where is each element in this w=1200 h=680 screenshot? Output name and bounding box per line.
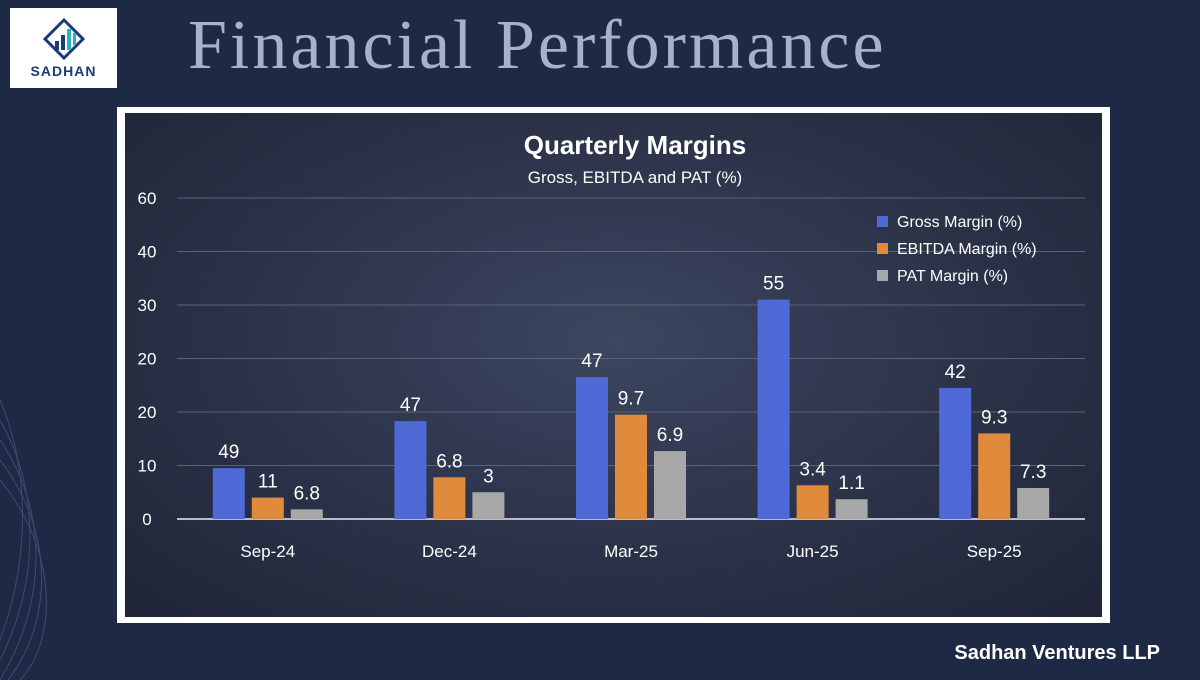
- y-tick-label: 30: [138, 296, 157, 315]
- bar-data-label: 55: [763, 274, 784, 295]
- bar: [394, 421, 427, 519]
- bar: [212, 468, 245, 519]
- bar: [576, 377, 608, 519]
- bar-data-label: 6.9: [657, 425, 683, 446]
- chart-area: Quarterly Margins Gross, EBITDA and PAT …: [125, 113, 1102, 617]
- bar-data-label: 49: [218, 442, 239, 463]
- bar-data-label: 1.1: [838, 473, 864, 494]
- chart-title: Quarterly Margins: [524, 130, 747, 160]
- bar: [835, 499, 868, 519]
- bar: [757, 299, 790, 519]
- footer-company: Sadhan Ventures LLP: [954, 642, 1160, 664]
- bar: [472, 492, 505, 519]
- bar-data-label: 3: [483, 466, 494, 487]
- x-tick-label: Sep-24: [240, 542, 295, 561]
- y-tick-label: 60: [138, 189, 157, 208]
- y-tick-label: 40: [138, 243, 157, 262]
- bar: [1017, 487, 1050, 519]
- bar: [654, 451, 686, 519]
- bar-data-label: 47: [581, 351, 602, 372]
- bar: [433, 477, 466, 519]
- decorative-waves: [0, 399, 47, 680]
- legend-swatch: [877, 270, 888, 281]
- bar-data-label: 11: [258, 472, 278, 493]
- bar: [290, 509, 323, 519]
- y-tick-label: 0: [142, 510, 151, 529]
- bar-data-label: 6.8: [436, 451, 462, 472]
- legend-label: Gross Margin (%): [897, 214, 1022, 231]
- x-tick-label: Dec-24: [422, 542, 477, 561]
- chart-frame: Quarterly Margins Gross, EBITDA and PAT …: [117, 107, 1110, 623]
- logo-chart-icon: [42, 17, 85, 61]
- bar-data-label: 6.8: [294, 483, 320, 504]
- bar-data-label: 3.4: [799, 459, 826, 480]
- bar-data-label: 42: [945, 362, 966, 383]
- bar: [939, 387, 972, 519]
- y-tick-label: 10: [138, 457, 157, 476]
- bar: [978, 433, 1011, 519]
- bar-data-label: 9.7: [618, 389, 644, 410]
- legend-label: PAT Margin (%): [897, 268, 1008, 285]
- chart-subtitle: Gross, EBITDA and PAT (%): [528, 168, 742, 187]
- y-tick-label: 20: [138, 403, 157, 422]
- legend-swatch: [877, 243, 888, 254]
- legend-swatch: [877, 216, 888, 227]
- bar-data-label: 47: [400, 395, 421, 416]
- bar: [251, 497, 284, 519]
- bar: [615, 414, 647, 519]
- company-logo: SADHAN: [10, 8, 117, 88]
- logo-text: SADHAN: [30, 63, 97, 79]
- y-tick-label: 20: [138, 350, 157, 369]
- bar-data-label: 9.3: [981, 407, 1007, 428]
- margins-chart: Quarterly Margins Gross, EBITDA and PAT …: [138, 130, 1085, 561]
- x-tick-label: Jun-25: [787, 542, 839, 561]
- x-tick-label: Mar-25: [604, 542, 658, 561]
- x-tick-label: Sep-25: [967, 542, 1022, 561]
- bar-data-label: 7.3: [1020, 462, 1046, 483]
- page-title: Financial Performance: [188, 7, 887, 84]
- bar: [796, 485, 829, 519]
- legend-label: EBITDA Margin (%): [897, 241, 1037, 258]
